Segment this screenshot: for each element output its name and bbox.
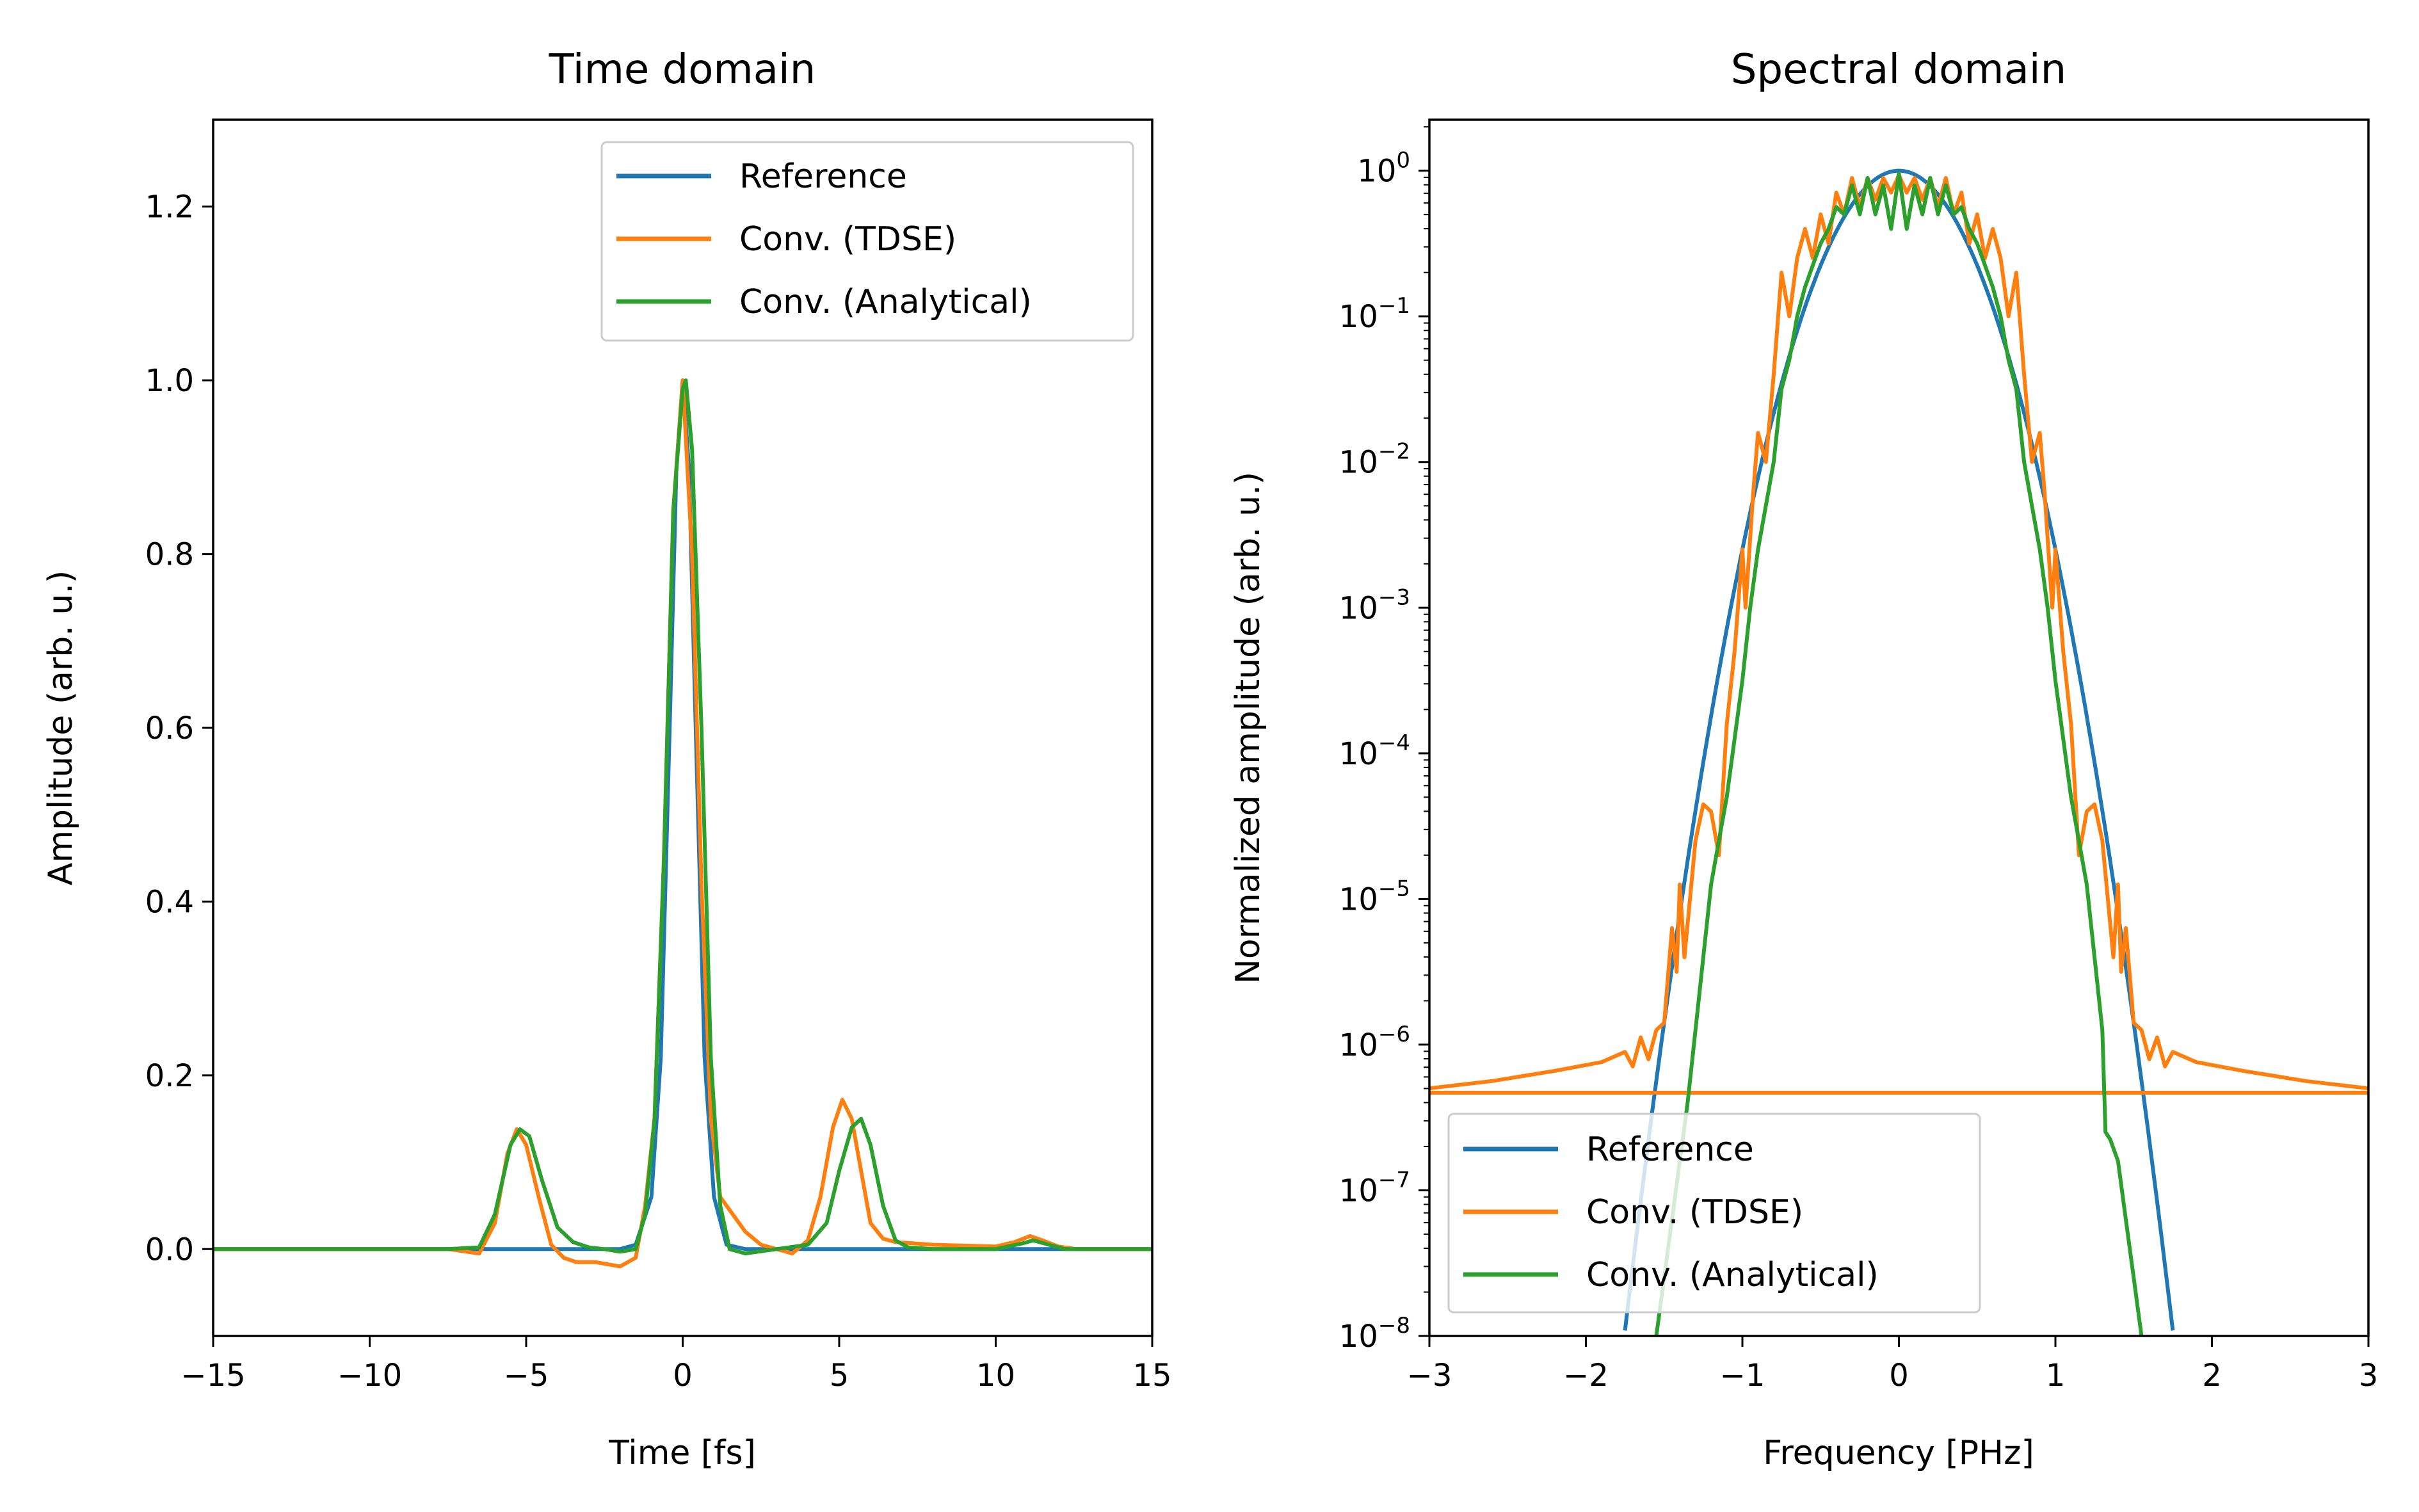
time-domain-legend: Reference Conv. (TDSE) Conv. (Analytical… <box>600 141 1134 342</box>
time-y-tick-label: 1.2 <box>145 189 194 225</box>
log-y-tick-label: 10−5 <box>1339 876 1410 917</box>
time-y-tick-label: 0.2 <box>145 1058 194 1094</box>
log-y-tick-label: 10−8 <box>1339 1313 1410 1355</box>
freq-x-tick-label: −3 <box>1407 1358 1452 1394</box>
time-domain-ylabel: Amplitude (arb. u.) <box>42 570 80 885</box>
time-series-tdse <box>213 378 1152 1269</box>
time-domain-xlabel: Time [fs] <box>608 1434 756 1472</box>
log-y-tick-label: 10−4 <box>1339 730 1410 772</box>
log-y-tick-label: 10−6 <box>1339 1022 1410 1063</box>
log-y-tick-label: 10−7 <box>1339 1167 1410 1209</box>
legend-label-tdse: Conv. (TDSE) <box>739 220 956 259</box>
freq-x-tick-label: −1 <box>1720 1358 1765 1394</box>
spectral-domain-plot-frame <box>1428 118 2370 1337</box>
time-domain-legend-box <box>600 141 1134 342</box>
log-y-tick-label: 10−3 <box>1339 584 1410 626</box>
time-x-tick-label: −10 <box>337 1358 402 1394</box>
time-x-tick-label: 15 <box>1132 1358 1171 1394</box>
log-y-tick-label: 10−2 <box>1339 439 1410 481</box>
time-domain-series <box>213 378 1152 1269</box>
time-domain-title: Time domain <box>549 46 816 93</box>
log-y-tick-label: 10−1 <box>1339 293 1410 335</box>
legend-label-tdse: Conv. (TDSE) <box>1586 1193 1803 1232</box>
spectral-series-analytical <box>1654 172 2144 1336</box>
spectral-domain-title: Spectral domain <box>1731 46 2066 93</box>
log-y-tick-label: 100 <box>1357 148 1410 189</box>
freq-x-tick-label: 2 <box>2202 1358 2222 1394</box>
time-y-tick-label: 1.0 <box>145 363 194 399</box>
spectral-domain-series <box>1429 168 2368 1336</box>
legend-label-reference: Reference <box>1586 1130 1754 1169</box>
time-y-tick-label: 0.0 <box>145 1232 194 1267</box>
spectral-domain-ylabel: Normalized amplitude (arb. u.) <box>1229 472 1267 984</box>
time-series-analytical <box>213 378 1152 1256</box>
spectral-domain-ticks: −3 −2 −1 0 1 2 3 100 10−1 10−2 10−3 10−4 10−5 10−6 10−… <box>1339 126 2379 1394</box>
legend-label-reference: Reference <box>739 157 907 196</box>
spectral-domain-legend-box <box>1447 1113 1981 1314</box>
freq-x-tick-label: 1 <box>2046 1358 2066 1394</box>
time-y-tick-label: 0.8 <box>145 537 194 573</box>
spectral-domain-panel: Spectral domain −3 −2 −1 0 1 2 3 100 10−1 10−2 10−… <box>1229 46 2378 1472</box>
time-x-tick-label: 10 <box>976 1358 1015 1394</box>
time-x-tick-label: 5 <box>830 1358 849 1394</box>
spectral-domain-xlabel: Frequency [PHz] <box>1763 1434 2034 1472</box>
freq-x-tick-label: −2 <box>1563 1358 1609 1394</box>
legend-label-analytical: Conv. (Analytical) <box>739 283 1032 321</box>
time-x-tick-label: −5 <box>504 1358 549 1394</box>
freq-x-tick-label: 0 <box>1889 1358 1909 1394</box>
time-x-tick-label: 0 <box>673 1358 693 1394</box>
legend-label-analytical: Conv. (Analytical) <box>1586 1256 1879 1294</box>
time-y-tick-label: 0.4 <box>145 884 194 920</box>
time-domain-ticks: −15 −10 −5 0 5 10 15 0.0 0.2 0.4 0.6 0.8 1.0 1.2 <box>145 189 1172 1394</box>
time-domain-panel: Time domain −15 −10 −5 0 5 10 15 0.0 0.2 0.4 0.6 0.… <box>42 46 1172 1472</box>
time-domain-plot-frame <box>212 118 1153 1337</box>
freq-x-tick-label: 3 <box>2359 1358 2379 1394</box>
time-y-tick-label: 0.6 <box>145 711 194 746</box>
time-x-tick-label: −15 <box>181 1358 245 1394</box>
spectral-domain-legend: Reference Conv. (TDSE) Conv. (Analytical… <box>1447 1113 1981 1314</box>
spectral-series-reference <box>1623 168 2175 1331</box>
